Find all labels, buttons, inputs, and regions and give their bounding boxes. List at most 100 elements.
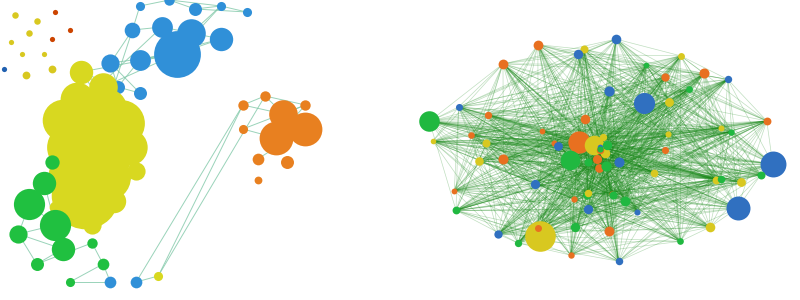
Point (93, 151, 106, 155)
Point (754, 172, 767, 177)
Point (760, 118, 773, 123)
Point (155, 25, 168, 29)
Point (23, 202, 36, 206)
Point (134, 4, 146, 8)
Point (581, 192, 594, 197)
Point (582, 136, 595, 141)
Point (602, 229, 615, 234)
Point (163, 0, 176, 2)
Point (16, 52, 29, 56)
Point (564, 253, 577, 257)
Point (74, 70, 87, 74)
Point (214, 4, 227, 8)
Point (23, 31, 36, 35)
Point (618, 198, 631, 203)
Point (277, 112, 290, 116)
Point (108, 199, 121, 203)
Point (582, 206, 594, 211)
Point (237, 127, 250, 131)
Point (78, 193, 91, 197)
Point (5, 40, 18, 44)
Point (111, 85, 124, 89)
Point (130, 280, 142, 284)
Point (658, 75, 671, 80)
Point (731, 206, 744, 211)
Point (534, 234, 546, 239)
Point (497, 61, 510, 66)
Point (631, 209, 644, 214)
Point (448, 188, 461, 193)
Point (722, 77, 734, 82)
Point (591, 143, 604, 148)
Point (572, 139, 585, 144)
Point (581, 190, 594, 195)
Point (86, 241, 98, 245)
Point (698, 71, 710, 76)
Point (115, 121, 128, 125)
Point (237, 103, 250, 107)
Point (674, 239, 686, 244)
Point (251, 157, 264, 161)
Point (170, 52, 183, 56)
Point (497, 157, 510, 161)
Point (594, 147, 606, 152)
Point (67, 73, 80, 77)
Point (134, 91, 146, 95)
Point (30, 19, 43, 23)
Point (45, 37, 58, 41)
Point (100, 175, 113, 179)
Point (532, 226, 545, 231)
Point (104, 280, 117, 284)
Point (63, 28, 76, 32)
Point (613, 159, 626, 164)
Point (56, 118, 69, 122)
Point (594, 147, 606, 152)
Point (49, 205, 62, 209)
Point (45, 67, 58, 71)
Point (30, 262, 43, 266)
Point (63, 145, 76, 149)
Point (640, 62, 653, 67)
Point (536, 129, 549, 134)
Point (251, 178, 264, 182)
Point (281, 160, 294, 164)
Point (714, 177, 727, 182)
Point (214, 37, 227, 41)
Point (63, 280, 76, 284)
Point (126, 28, 139, 32)
Point (452, 105, 465, 110)
Point (552, 143, 565, 148)
Point (607, 193, 620, 197)
Point (270, 136, 282, 140)
Point (152, 274, 165, 278)
Point (49, 10, 62, 14)
Point (603, 89, 616, 94)
Point (571, 52, 584, 57)
Point (492, 232, 505, 236)
Point (185, 31, 198, 35)
Point (97, 262, 110, 266)
Point (45, 160, 58, 164)
Point (49, 223, 62, 227)
Point (130, 169, 142, 173)
Point (481, 112, 494, 117)
Point (674, 53, 687, 58)
Point (104, 61, 117, 65)
Point (662, 132, 674, 137)
Point (683, 86, 696, 91)
Point (122, 145, 135, 149)
Point (531, 42, 544, 47)
Point (480, 141, 493, 146)
Point (567, 197, 580, 202)
Point (710, 177, 722, 182)
Point (663, 99, 676, 104)
Point (56, 247, 69, 251)
Point (134, 58, 146, 62)
Point (299, 103, 312, 107)
Point (86, 223, 98, 227)
Point (598, 150, 611, 155)
Point (605, 191, 618, 196)
Point (582, 160, 594, 165)
Point (258, 94, 271, 98)
Point (8, 13, 21, 17)
